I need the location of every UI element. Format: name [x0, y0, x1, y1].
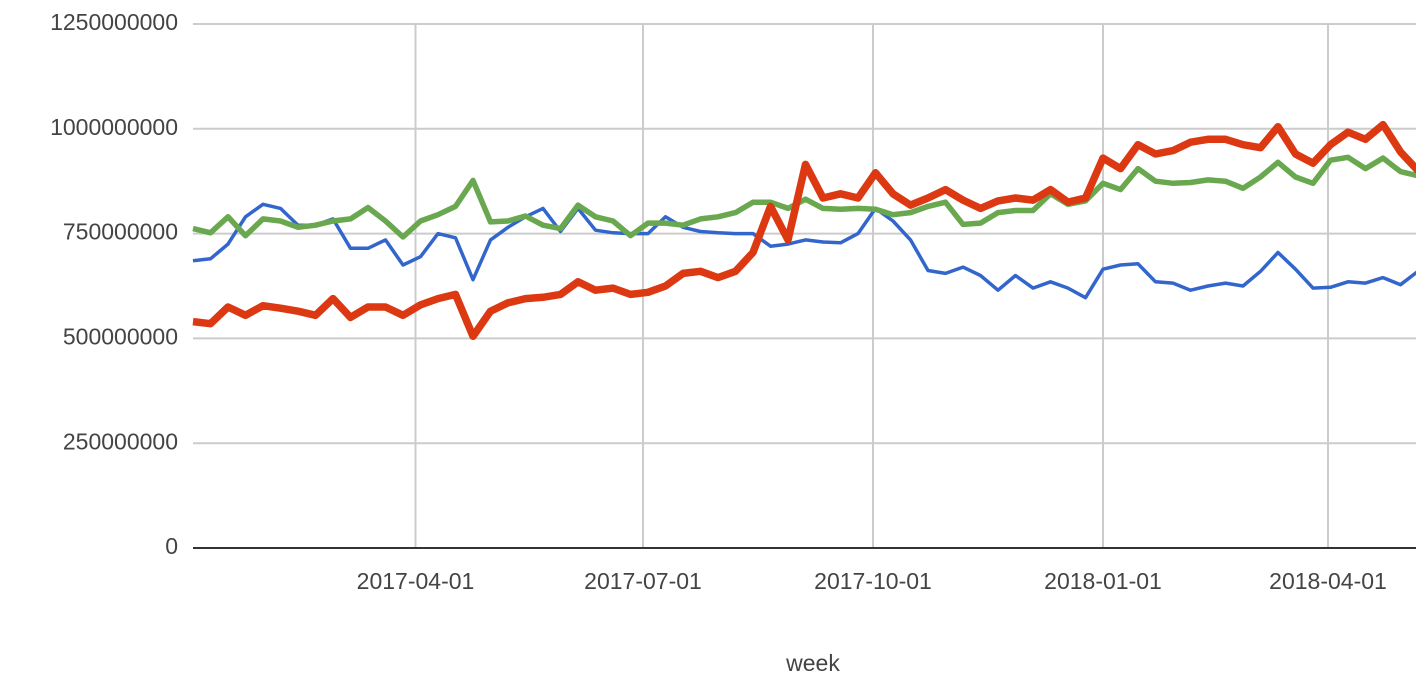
x-axis-label: week	[785, 650, 840, 676]
y-tick-label: 0	[165, 533, 178, 559]
y-tick-label: 750000000	[63, 219, 178, 245]
x-tick-label: 2017-07-01	[584, 568, 702, 594]
series-line	[192, 120, 1416, 341]
y-tick-label: 1250000000	[50, 9, 178, 35]
x-tick-label: 2018-01-01	[1044, 568, 1162, 594]
x-tick-label: 2017-10-01	[814, 568, 932, 594]
y-tick-label: 1000000000	[50, 114, 178, 140]
y-tick-label: 250000000	[63, 428, 178, 454]
series-line	[192, 202, 1416, 300]
y-tick-label: 500000000	[63, 323, 178, 349]
x-tick-label: 2018-04-01	[1269, 568, 1387, 594]
x-tick-label: 2017-04-01	[357, 568, 475, 594]
series-line	[192, 154, 1416, 240]
